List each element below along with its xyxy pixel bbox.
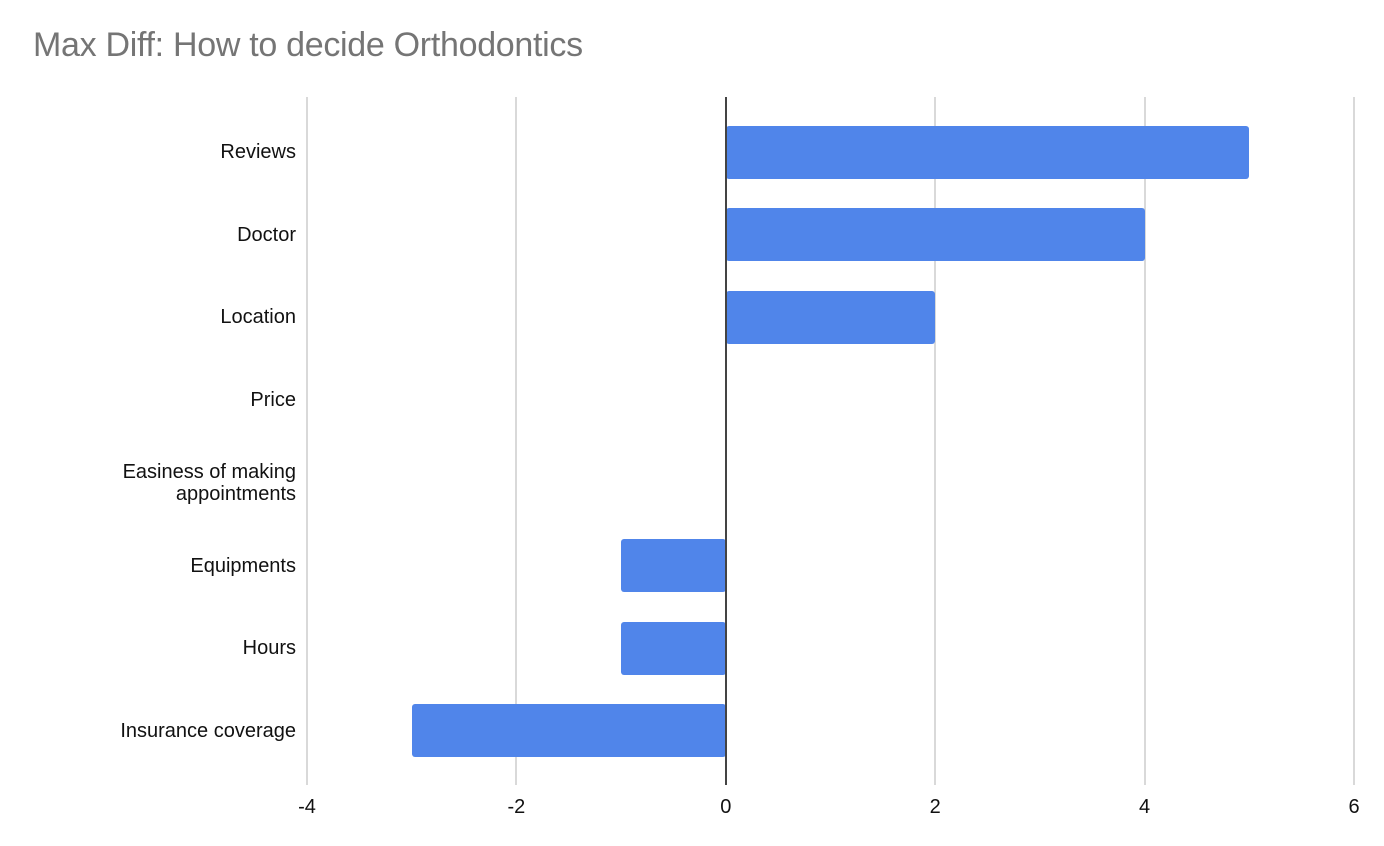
bar[interactable] xyxy=(621,539,726,592)
category-label: Hours xyxy=(242,637,296,660)
zero-axis-line xyxy=(724,97,727,785)
category-label: Easiness of making appointments xyxy=(122,460,296,505)
bar[interactable] xyxy=(621,621,726,675)
x-tick-label: -2 xyxy=(507,796,526,818)
x-tick-label: 2 xyxy=(929,796,941,818)
x-tick-label: -4 xyxy=(298,796,316,818)
category-label: Insurance coverage xyxy=(120,719,296,742)
bar[interactable] xyxy=(411,704,726,758)
category-label: Doctor xyxy=(237,223,296,246)
x-tick-label: 0 xyxy=(720,796,732,818)
chart-title: Max Diff: How to decide Orthodontics xyxy=(33,26,583,64)
gridline xyxy=(934,97,937,785)
gridline xyxy=(1353,97,1355,785)
x-tick-label: 6 xyxy=(1348,796,1360,818)
x-tick-label: 4 xyxy=(1139,796,1151,818)
gridline xyxy=(1143,97,1146,785)
bar[interactable] xyxy=(725,290,936,344)
gridline xyxy=(515,97,518,785)
category-label: Location xyxy=(220,306,296,329)
bar[interactable] xyxy=(725,208,1145,262)
gridline xyxy=(306,97,308,785)
category-label: Price xyxy=(250,389,296,412)
category-label: Reviews xyxy=(220,141,296,163)
bar[interactable] xyxy=(725,125,1250,179)
category-label: Equipments xyxy=(190,554,296,577)
